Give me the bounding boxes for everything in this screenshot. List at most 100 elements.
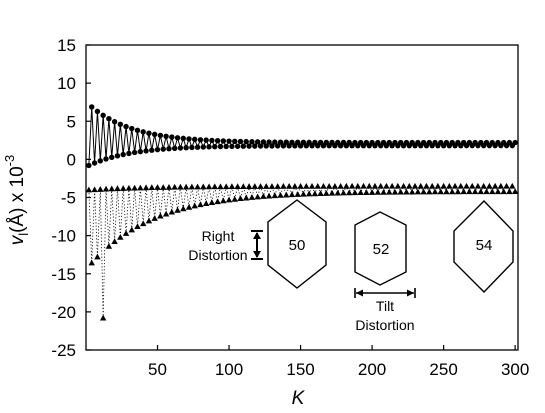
series-1-point [274,183,281,189]
hexagon-52: 52 [354,211,407,286]
series-0-point [209,137,215,144]
series-1-point [88,259,95,266]
series-1-point [142,184,150,191]
series-1-point [489,188,496,195]
x-tick-label: 300 [501,360,529,379]
series-1-point [325,182,333,189]
series-1-point [162,210,170,217]
series-0-point [134,127,141,134]
series-1-point [131,184,138,191]
series-1-point [297,183,304,189]
series-1-point [380,188,387,195]
series-1-point [285,183,293,189]
series-0-point [140,129,146,135]
series-1-point [202,200,210,207]
series-0-point [283,139,289,145]
series-1-point [448,188,456,195]
series-0-point [97,158,104,164]
series-1-point [334,189,341,196]
series-0-point [137,148,144,155]
series-0-point [243,138,249,145]
series-1-point [474,182,482,189]
series-1-point [394,182,402,189]
series-0-point [246,143,252,149]
series-1-point [337,182,344,189]
series-0-point [123,123,129,130]
series-1-point [283,191,290,198]
series-0-point [186,136,192,142]
series-1-point [471,188,479,195]
series-1-point [397,188,404,195]
series-0-point [220,138,227,144]
series-0-point [260,139,267,145]
x-tick-label: 250 [429,360,457,379]
series-0-point [229,143,235,150]
series-1-point [237,195,244,202]
series-1-point [511,188,519,195]
series-1-point [300,190,307,197]
series-1-point [251,183,258,189]
series-1-point [440,182,447,189]
series-1-point [357,189,364,196]
series-0-point [512,139,518,146]
series-0-point [94,108,101,115]
series-1-point [254,193,261,200]
series-0-point [232,138,238,145]
y-axis-symbol: v [7,234,28,245]
x-tick-label: 100 [215,360,243,379]
series-1-point [268,183,276,189]
series-1-point [97,186,104,192]
series-1-point [177,183,184,190]
series-1-point [208,199,216,206]
series-1-point [454,188,462,195]
series-1-point [228,183,236,190]
series-0-point [100,112,106,118]
series-1-point [486,182,493,189]
series-0-point [257,143,264,149]
right-distortion-line1: Right [202,228,235,244]
hexagon-54-label: 54 [476,237,493,254]
series-1-point [277,192,284,198]
series-1-point [94,253,101,260]
series-0-point [263,143,269,149]
series-1-point [303,182,310,189]
series-1-point [291,183,299,189]
series-1-point [506,188,513,195]
series-0-point [254,139,261,145]
series-1-point [509,182,516,189]
series-0-point [269,143,275,149]
series-0-point [174,135,181,141]
y-axis-title: vl(Å) x 10-3 [2,155,31,245]
series-1-point [245,183,253,189]
series-1-point [354,182,361,189]
y-tick-label: 5 [67,112,76,131]
series-0-point [214,138,221,144]
series-1-point [180,205,187,212]
series-0-point [146,130,152,136]
y-axis-unit: (Å) x 10 [7,166,28,233]
series-1-point [391,188,399,195]
series-1-point [477,188,485,195]
series-1-point [105,242,113,249]
series-0-point [166,146,172,152]
series-1-point [403,188,410,195]
series-0-point [120,151,126,158]
series-1-point [388,182,396,189]
series-1-point [200,183,207,190]
series-1-point [328,189,336,196]
series-1-point [234,183,241,190]
series-1-point [140,220,147,227]
series-1-point [494,188,502,195]
series-1-point [305,190,313,197]
series-0-point [217,143,224,150]
series-0-point [129,125,135,132]
series-1-point [420,188,427,195]
series-0-point [274,143,281,149]
series-1-point [111,238,118,245]
series-1-point [260,193,267,199]
series-1-point [466,188,473,195]
series-1-point [383,182,390,189]
hexagon-50-label: 50 [289,237,306,254]
series-1-point [374,189,382,195]
series-0-point [234,143,241,149]
